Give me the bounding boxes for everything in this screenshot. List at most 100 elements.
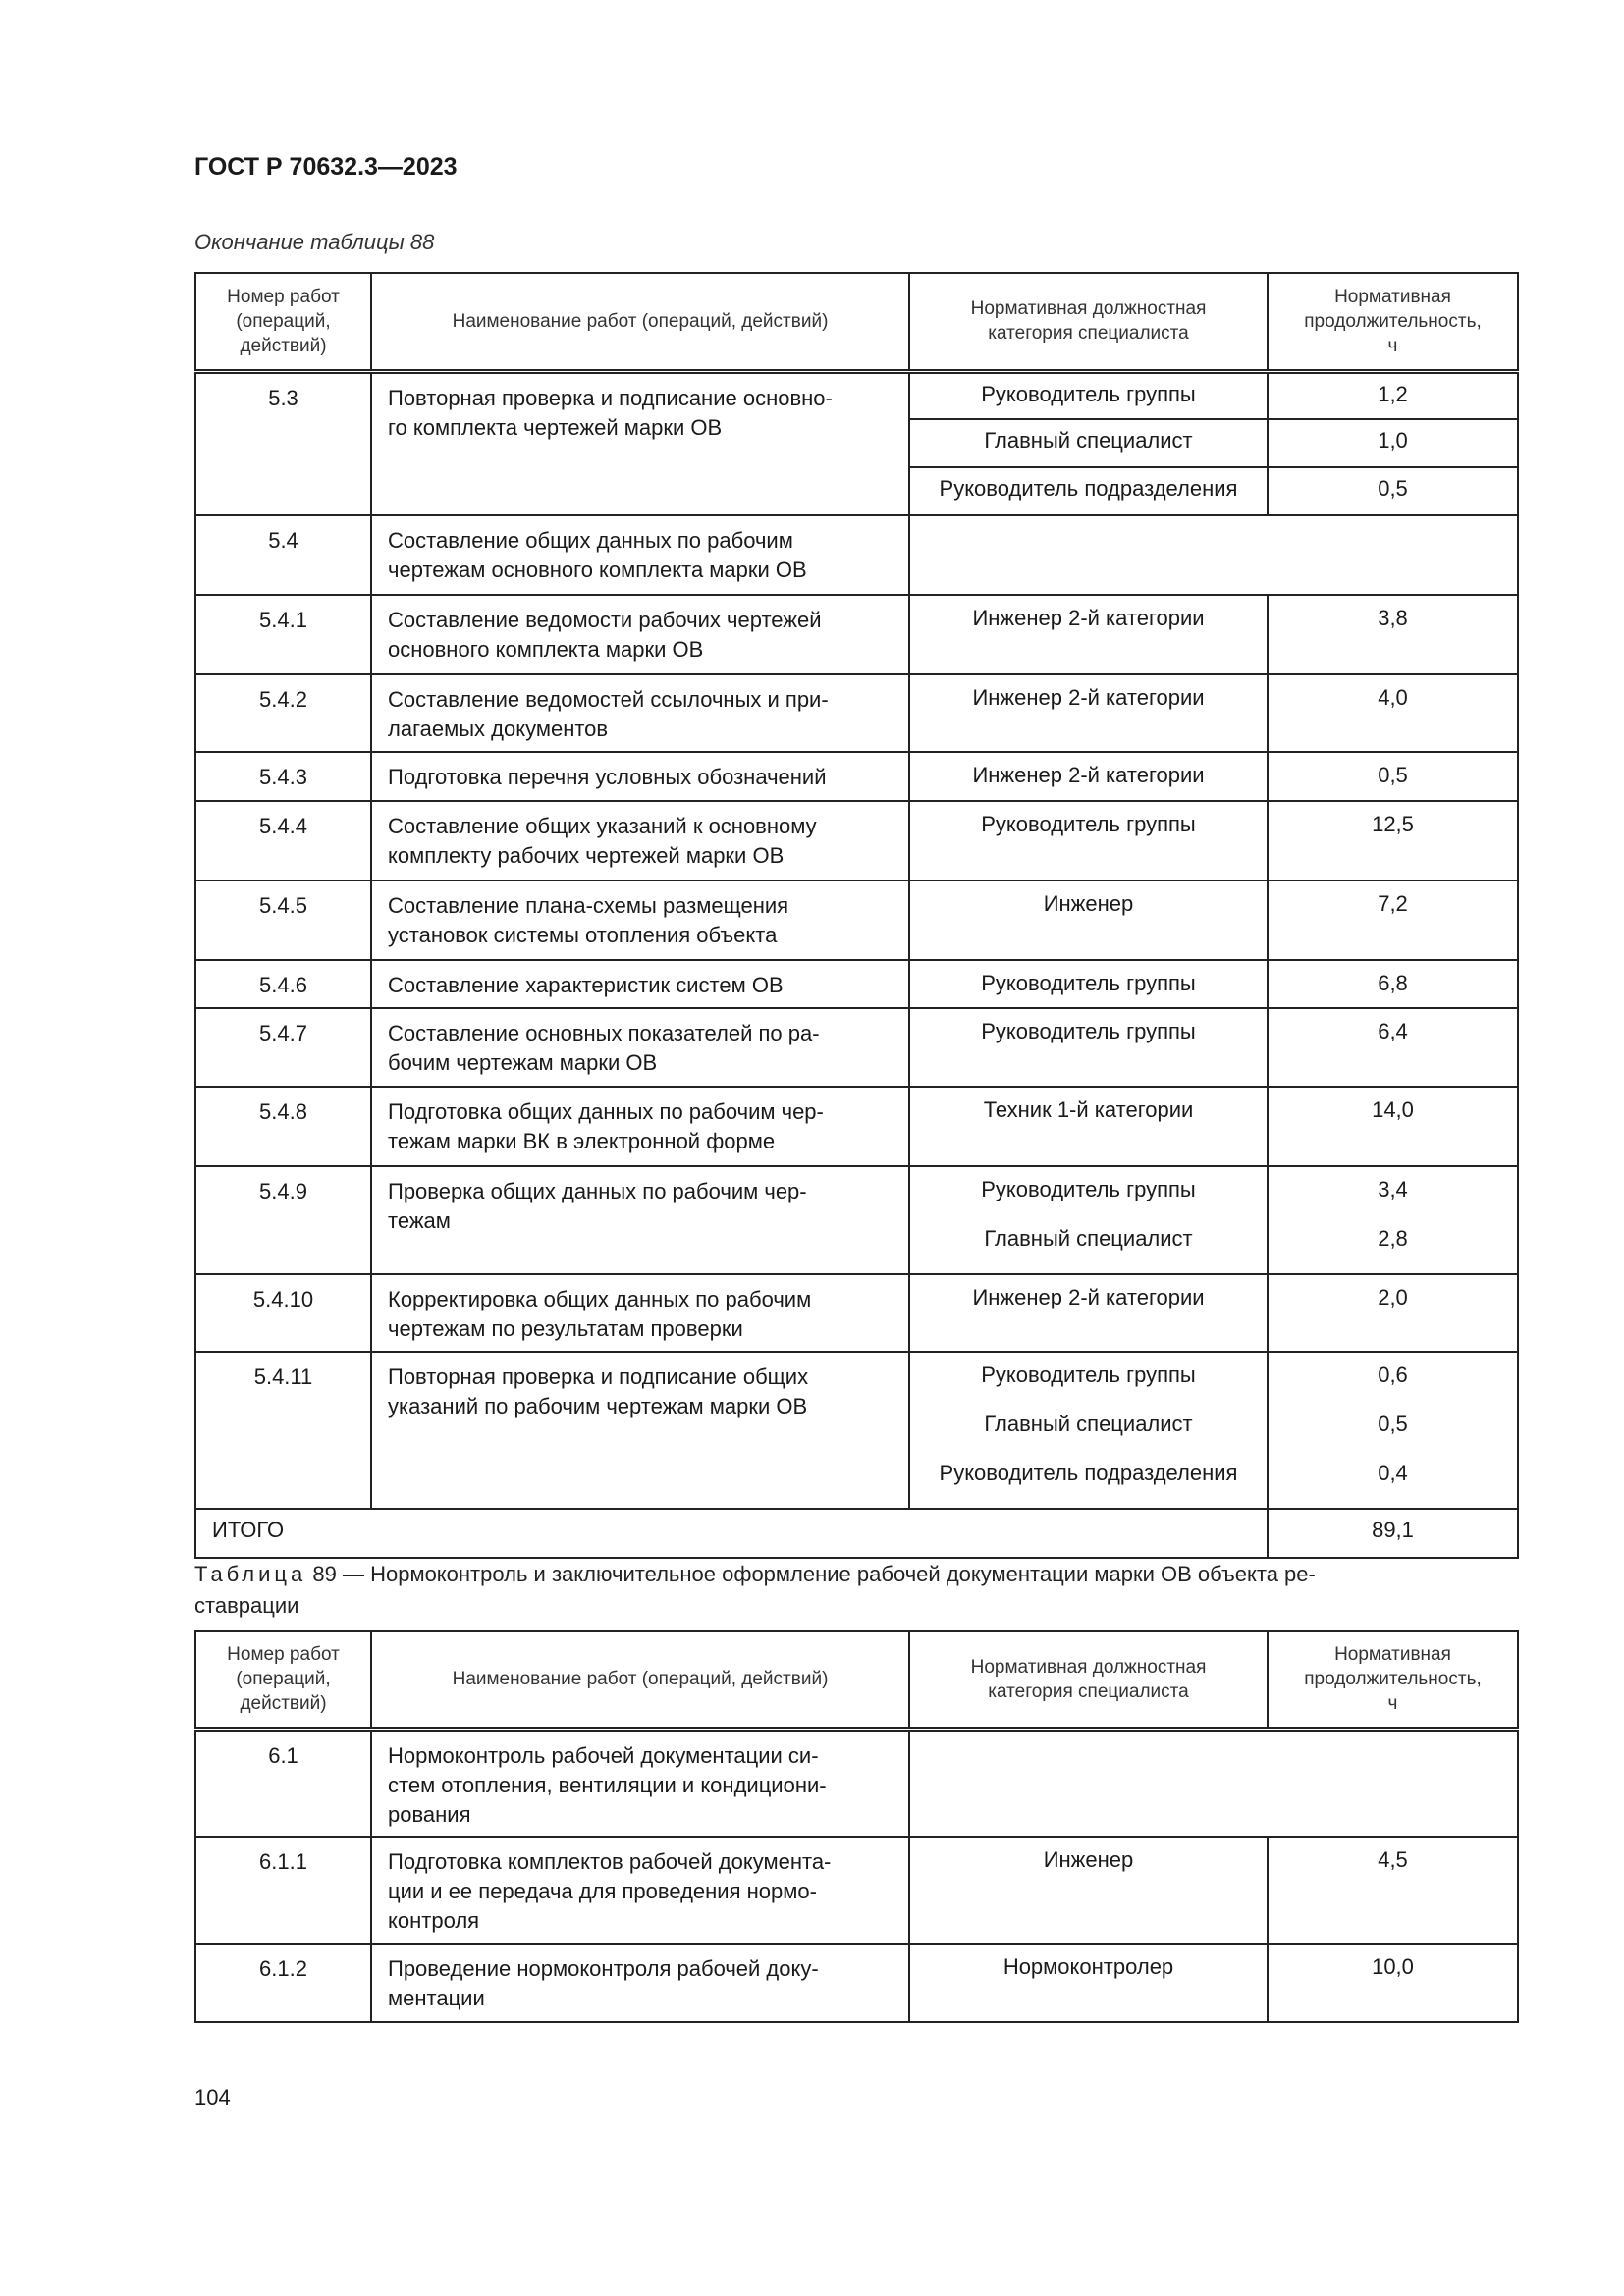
duration-item: 12,5: [1372, 812, 1414, 836]
specialist-category: Инженер: [908, 880, 1269, 961]
work-number: 5.4.3: [194, 751, 372, 802]
work-name: Подготовка общих данных по рабочим чер- …: [370, 1086, 910, 1167]
work-number: 5.4.1: [194, 594, 372, 675]
empty-merged-cell: [908, 1728, 1519, 1838]
duration-item: 6,4: [1378, 1019, 1408, 1043]
table-row: 5.4.3 Подготовка перечня условных обознач…: [194, 751, 1519, 802]
work-name: Составление ведомостей ссылочных и при- …: [370, 673, 910, 753]
table-row: 5.4.10 Корректировка общих данных по рабо…: [194, 1273, 1519, 1353]
duration-item: 3,4: [1378, 1177, 1408, 1201]
duration-hours: 1,2: [1267, 370, 1519, 420]
duration-hours: 0,5: [1267, 751, 1519, 802]
specialist-category-item: Руководитель группы: [981, 1019, 1196, 1043]
specialist-category-item: Техник 1-й категории: [983, 1097, 1194, 1122]
specialist-category-item: Инженер 2-й категории: [972, 606, 1205, 630]
table-88-continuation-caption: Окончание таблицы 88: [194, 230, 435, 254]
work-name: Составление плана-схемы размещения устан…: [370, 880, 910, 961]
work-name: Составление общих указаний к основному к…: [370, 800, 910, 881]
duration-item: 0,6: [1378, 1362, 1408, 1387]
specialist-category: Инженер 2-й категории: [908, 1273, 1269, 1353]
specialist-category-item: Руководитель группы: [981, 1362, 1196, 1387]
duration-item: 10,0: [1372, 1953, 1414, 1979]
specialist-category-item: Руководитель группы: [981, 971, 1196, 995]
table-89-caption: Таблица 89 — Нормоконтроль и заключитель…: [194, 1559, 1517, 1622]
duration-hours: 0,5: [1267, 466, 1519, 516]
work-number: 5.4.5: [194, 880, 372, 961]
table-title: 89 — Нормоконтроль и заключительное офор…: [194, 1562, 1316, 1618]
col-header-number: Номер работ (операций, действий): [194, 272, 372, 374]
work-number: 5.4.9: [194, 1165, 372, 1275]
table-row: 6.1.1 Подготовка комплектов рабочей докум…: [194, 1835, 1519, 1945]
work-name: Составление ведомости рабочих чертежей о…: [370, 594, 910, 675]
work-number: 6.1.2: [194, 1942, 372, 2023]
specialist-category: Руководитель группы: [908, 800, 1269, 881]
table-row: 6.1.2 Проведение нормоконтроля рабочей до…: [194, 1942, 1519, 2023]
work-name: Проведение нормоконтроля рабочей доку- м…: [370, 1942, 910, 2023]
total-label: ИТОГО: [194, 1508, 1269, 1559]
duration-hours: 2,0: [1267, 1273, 1519, 1353]
table-row: 5.4.8 Подготовка общих данных по рабочим …: [194, 1086, 1519, 1167]
work-number: 5.4.7: [194, 1007, 372, 1088]
work-name: Подготовка перечня условных обозначений: [370, 751, 910, 802]
table-row: 5.4.2 Составление ведомостей ссылочных и …: [194, 673, 1519, 753]
duration-hours: 0,6 0,5 0,4: [1267, 1351, 1519, 1510]
work-name: Подготовка комплектов рабочей документа-…: [370, 1835, 910, 1945]
specialist-category: Руководитель группы: [908, 370, 1269, 420]
duration-item: 0,4: [1378, 1461, 1408, 1485]
duration-hours: 4,5: [1267, 1835, 1519, 1945]
specialist-category: Руководитель группы: [908, 1007, 1269, 1088]
work-name: Составление общих данных по рабочим черт…: [370, 514, 910, 596]
specialist-category: Инженер 2-й категории: [908, 673, 1269, 753]
work-number: 5.4.10: [194, 1273, 372, 1353]
duration-hours: 10,0: [1267, 1942, 1519, 2023]
specialist-category: Инженер 2-й категории: [908, 594, 1269, 675]
duration-item: 14,0: [1372, 1097, 1414, 1122]
specialist-category-item: Инженер 2-й категории: [972, 1285, 1205, 1309]
work-number: 5.4.2: [194, 673, 372, 753]
col-header-name: Наименование работ (операций, действий): [370, 1630, 910, 1732]
work-name: Повторная проверка и подписание основно-…: [370, 370, 910, 516]
table-row: 5.4.11 Повторная проверка и подписание об…: [194, 1351, 1519, 1510]
total-value: 89,1: [1267, 1508, 1519, 1559]
specialist-category-item: Руководитель группы: [981, 1177, 1196, 1201]
specialist-category-item: Инженер 2-й категории: [972, 685, 1205, 710]
table-row: Главный специалист 1,0: [195, 418, 1519, 468]
specialist-category: Техник 1-й категории: [908, 1086, 1269, 1167]
page-number: 104: [194, 2085, 231, 2109]
table-row: 5.4.6 Составление характеристик систем ОВ…: [194, 959, 1519, 1009]
duration-hours: 14,0: [1267, 1086, 1519, 1167]
work-name: Проверка общих данных по рабочим чер- те…: [370, 1165, 910, 1275]
col-header-duration: Нормативная продолжительность, ч: [1267, 272, 1519, 374]
work-number: 5.4.4: [194, 800, 372, 881]
duration-hours: 7,2: [1267, 880, 1519, 961]
work-name: Составление основных показателей по ра- …: [370, 1007, 910, 1088]
specialist-category-item: Инженер: [1043, 891, 1134, 916]
table-row: Руководитель подразделения 0,5: [195, 466, 1519, 516]
duration-item: 3,8: [1378, 606, 1408, 630]
document-title: ГОСТ Р 70632.3—2023: [194, 153, 458, 181]
duration-hours: 3,8: [1267, 594, 1519, 675]
duration-item: 0,5: [1378, 763, 1408, 787]
table-row: 5.4.1 Составление ведомости рабочих черте…: [194, 594, 1519, 675]
duration-hours: 1,0: [1267, 418, 1519, 468]
col-header-number: Номер работ (операций, действий): [194, 1630, 372, 1732]
work-number: 5.4.8: [194, 1086, 372, 1167]
specialist-category-item: Инженер: [1043, 1846, 1134, 1872]
duration-hours: 12,5: [1267, 800, 1519, 881]
duration-hours: 6,8: [1267, 959, 1519, 1009]
specialist-category: Руководитель подразделения: [908, 466, 1269, 516]
empty-merged-cell: [908, 514, 1519, 596]
table-row: 5.4.7 Составление основных показателей по…: [194, 1007, 1519, 1088]
work-number: 6.1.1: [194, 1835, 372, 1945]
col-header-category: Нормативная должностная категория специа…: [908, 272, 1269, 374]
duration-item: 6,8: [1378, 971, 1408, 995]
work-number: 5.3: [194, 370, 372, 516]
duration-item: 4,5: [1378, 1846, 1408, 1872]
header-row: Номер работ (операций, действий) Наименов…: [194, 1630, 1519, 1732]
work-number: 5.4: [194, 514, 372, 596]
table-89: Номер работ (операций, действий) Наименов…: [194, 1630, 1519, 2023]
work-number: 5.4.6: [194, 959, 372, 1009]
work-name: Составление характеристик систем ОВ: [370, 959, 910, 1009]
specialist-category-item: Главный специалист: [984, 1226, 1193, 1251]
duration-item: 7,2: [1378, 891, 1408, 916]
